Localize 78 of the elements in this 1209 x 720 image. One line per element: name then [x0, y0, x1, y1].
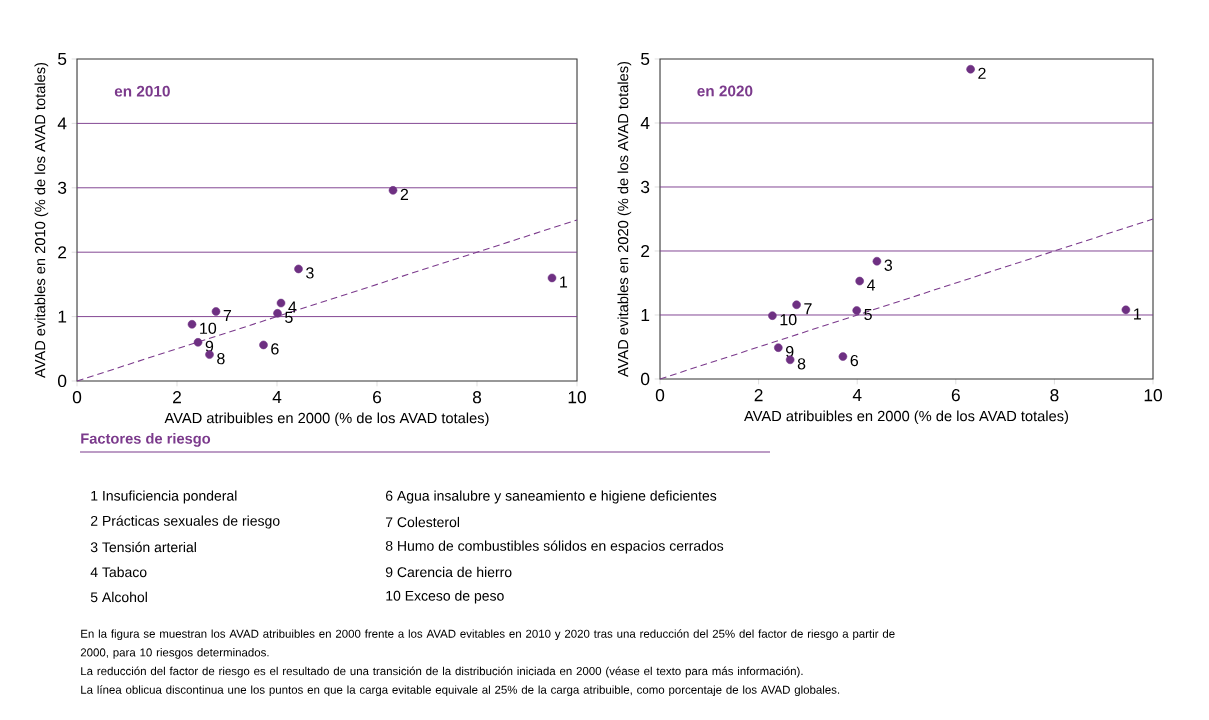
- point: [855, 276, 864, 286]
- annotation: 5: [864, 308, 872, 321]
- x-tick-label: 4: [272, 391, 282, 403]
- x-tick-label: 0: [655, 389, 665, 402]
- x-tick-label: 8: [1050, 389, 1059, 402]
- y-axis-title: AVAD evitables en 2010 (% de los AVAD totales): [34, 62, 49, 378]
- y-tick-label: 1: [58, 310, 67, 323]
- point: [547, 273, 557, 283]
- x-tick-label: 8: [472, 391, 482, 404]
- annotation: 6: [271, 343, 279, 355]
- point: [273, 309, 282, 318]
- x-axis-title: AVAD atribuibles en 2000 (% de los AVAD totales): [164, 412, 489, 427]
- y-tick-label: 1: [641, 309, 650, 321]
- y-tick-label: 4: [57, 117, 67, 130]
- point: [1121, 305, 1131, 315]
- text: 1 Insuficiencia ponderal: [91, 490, 237, 504]
- point: [872, 256, 882, 266]
- y-tick-label: 3: [640, 180, 650, 194]
- annotation: 4: [866, 279, 876, 291]
- text: 7 Colesterol: [385, 516, 460, 528]
- text: Factores de riesgo: [81, 433, 211, 447]
- point: [211, 307, 221, 316]
- annotation: 8: [797, 358, 806, 370]
- annotation: 1: [560, 276, 568, 288]
- y-tick-label: 5: [58, 52, 67, 66]
- annotation: 10: [200, 322, 217, 334]
- x-tick-label: 6: [951, 389, 960, 402]
- text: 5 Alcohol: [90, 591, 147, 603]
- annotation: 2: [400, 188, 409, 200]
- x-tick-label: 10: [1144, 389, 1162, 402]
- text: en 2010: [114, 85, 170, 97]
- annotation: 8: [217, 352, 225, 365]
- annotation: 1: [1134, 308, 1141, 320]
- point: [259, 340, 268, 350]
- x-tick-label: 0: [72, 391, 82, 404]
- x-tick-label: 4: [852, 389, 862, 401]
- text: 6 Agua insalubre y saneamiento e higiene deficientes: [385, 490, 717, 504]
- text: 4 Tabaco: [90, 566, 147, 578]
- point: [792, 300, 801, 310]
- x-tick-label: 10: [568, 391, 586, 404]
- point: [966, 64, 975, 74]
- point: [774, 343, 783, 352]
- point: [193, 338, 203, 347]
- text: 9 Carencia de hierro: [385, 566, 512, 578]
- point: [187, 320, 197, 329]
- y-tick-label: 2: [641, 244, 650, 258]
- y-tick-label: 0: [640, 372, 650, 386]
- text: 8 Humo de combustibles sólidos en espacios cerrados: [385, 540, 724, 554]
- text: La línea oblicua discontinua une los puntos en que la carga evitable equivale al 25% de la carga atribuible, como porcentaje de los AVAD globales.: [81, 685, 840, 697]
- text: La reducción del factor de riesgo es el resultado de una transición de la distribución iniciada en 2000 (véase el texto para más información).: [81, 666, 803, 678]
- annotation: 7: [804, 303, 812, 315]
- text: 3 Tensión arterial: [90, 541, 196, 553]
- x-tick-label: 2: [754, 389, 763, 402]
- text: en 2020: [697, 85, 753, 97]
- point: [276, 298, 286, 308]
- annotation: 4: [288, 301, 297, 313]
- text: 2 Prácticas sexuales de riesgo: [90, 515, 280, 529]
- annotation: 2: [978, 67, 986, 79]
- annotation: 3: [884, 259, 893, 271]
- y-tick-label: 0: [58, 374, 67, 388]
- point: [768, 311, 777, 320]
- x-axis-title: AVAD atribuibles en 2000 (% de los AVAD totales): [744, 410, 1069, 425]
- text: En la figura se muestran los AVAD atribuibles en 2000 frente a los AVAD evitables en 2010 y 2020 tras una reducción del 25% del factor de riesgo a partir de 2000, para 10 riesgos determinados.: [80, 629, 895, 659]
- point: [388, 186, 398, 195]
- y-tick-label: 3: [58, 181, 67, 194]
- y-tick-label: 4: [640, 117, 650, 129]
- y-axis-title: AVAD evitables en 2020 (% de los AVAD totales): [617, 61, 632, 377]
- point: [852, 306, 861, 315]
- annotation: 3: [306, 267, 314, 279]
- annotation: 6: [850, 354, 859, 367]
- annotation: 10: [780, 313, 797, 326]
- point: [838, 352, 848, 361]
- x-tick-label: 2: [173, 391, 181, 404]
- y-tick-label: 5: [641, 52, 650, 66]
- x-tick-label: 6: [373, 391, 382, 404]
- y-tick-label: 2: [58, 246, 67, 259]
- point: [294, 264, 303, 274]
- text: 10 Exceso de peso: [386, 590, 504, 604]
